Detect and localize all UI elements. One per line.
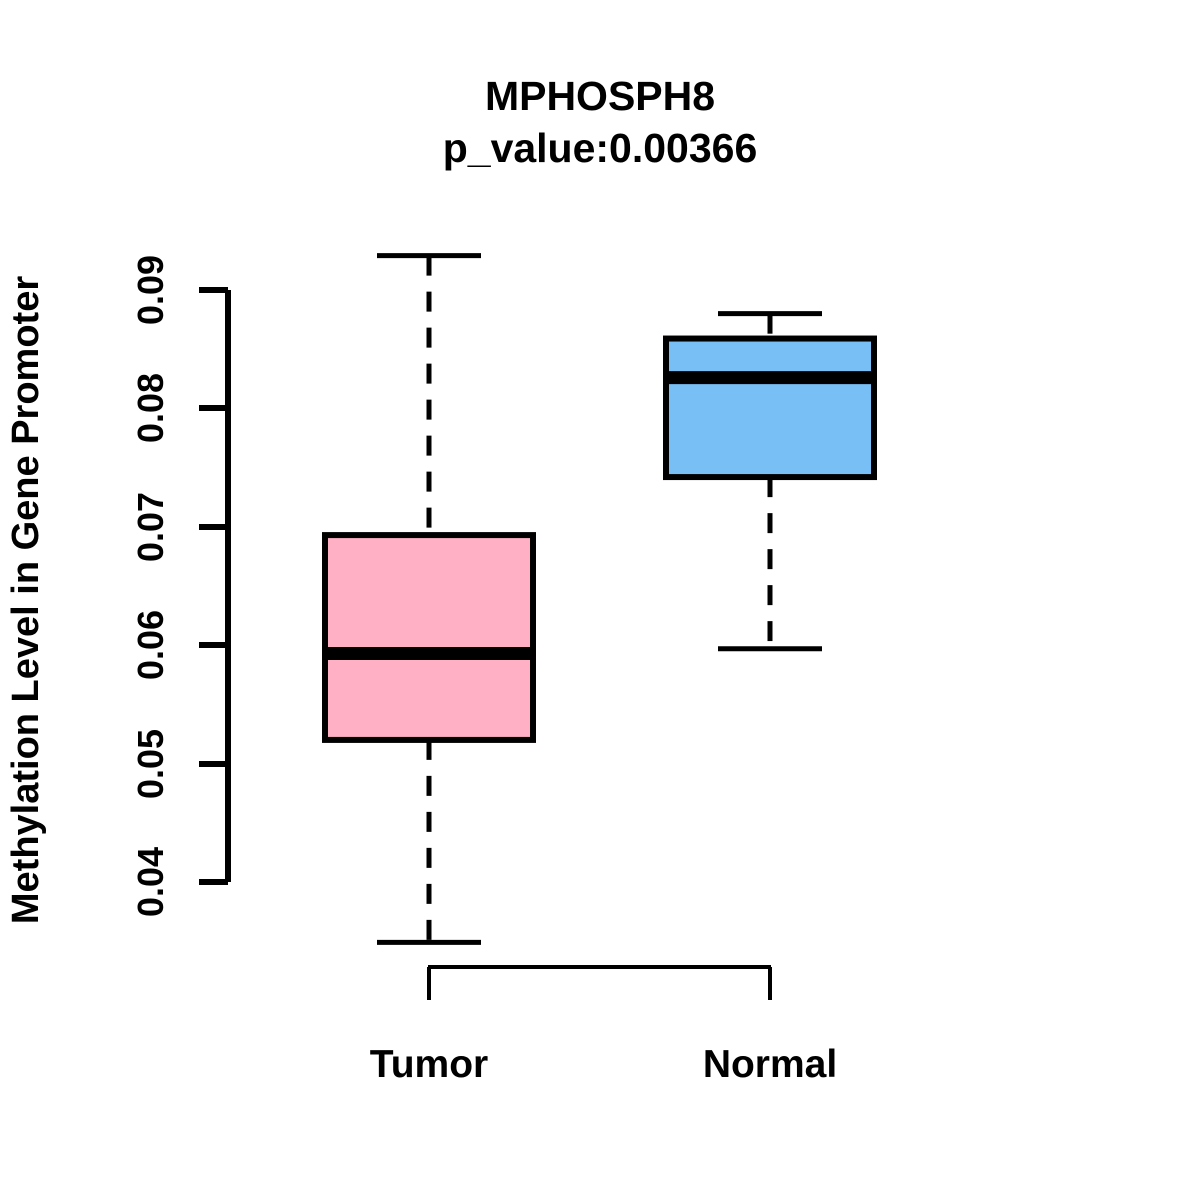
normal-box[interactable] <box>663 335 877 481</box>
y-axis-title: Methylation Level in Gene Promoter <box>5 276 47 924</box>
y-tick-label-0.08: 0.08 <box>130 373 171 443</box>
y-tick-label-0.04: 0.04 <box>130 847 171 917</box>
boxplot-tumor[interactable] <box>322 253 536 945</box>
tumor-box[interactable] <box>322 532 536 743</box>
y-tick-label-0.09: 0.09 <box>130 255 171 325</box>
chart-title: MPHOSPH8 <box>485 73 715 119</box>
chart-subtitle: p_value:0.00366 <box>443 125 758 171</box>
y-tick-label-0.06: 0.06 <box>130 610 171 680</box>
x-axis-label-normal: Normal <box>703 1043 837 1086</box>
y-axis-tick-labels: 0.09 0.08 0.07 0.06 0.05 0.04 <box>130 255 171 917</box>
y-tick-label-0.05: 0.05 <box>130 729 171 799</box>
x-axis-label-tumor: Tumor <box>370 1043 488 1086</box>
y-tick-label-0.07: 0.07 <box>130 492 171 562</box>
boxplot-normal[interactable] <box>663 311 877 652</box>
x-axis-bracket <box>427 965 772 1000</box>
y-axis-ticks <box>199 287 228 885</box>
